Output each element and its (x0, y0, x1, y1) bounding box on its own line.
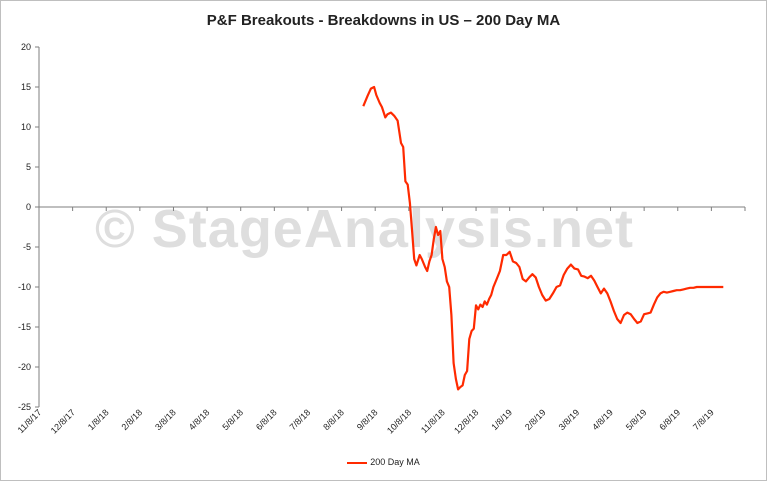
x-tick-label: 3/8/19 (557, 407, 582, 432)
y-tick-label: 15 (21, 82, 31, 92)
x-tick-label: 12/8/18 (452, 407, 480, 435)
x-tick-label: 1/8/19 (489, 407, 514, 432)
series-layer (362, 85, 724, 391)
x-tick-label: 7/8/18 (288, 407, 313, 432)
legend: 200 Day MA (0, 457, 767, 467)
x-tick-label: 10/8/18 (385, 407, 413, 435)
legend-swatch (347, 461, 368, 464)
x-tick-label: 6/8/18 (254, 407, 279, 432)
y-tick-label: -15 (18, 322, 31, 332)
x-tick-label: 2/8/18 (120, 407, 145, 432)
y-tick-label: -25 (18, 402, 31, 412)
x-tick-label: 2/8/19 (523, 407, 548, 432)
x-tick-label: 4/8/19 (590, 407, 615, 432)
x-tick-label: 12/8/17 (49, 407, 77, 435)
x-tick-label: 9/8/18 (355, 407, 380, 432)
legend-label: 200 Day MA (370, 457, 420, 467)
y-tick-label: 10 (21, 122, 31, 132)
x-tick-label: 7/8/19 (691, 407, 716, 432)
x-tick-label: 1/8/18 (86, 407, 111, 432)
x-tick-label: 5/8/19 (624, 407, 649, 432)
series-line-200-day-ma (362, 85, 724, 391)
x-tick-label: 5/8/18 (220, 407, 245, 432)
x-tick-label: 8/8/18 (321, 407, 346, 432)
y-axis-ticks: 20 15 10 5 0 -5 -10 -15 -20 -25 (18, 42, 39, 412)
x-tick-label: 11/8/18 (419, 407, 447, 435)
y-tick-label: -5 (23, 242, 31, 252)
x-tick-label: 3/8/18 (153, 407, 178, 432)
y-tick-label: 0 (26, 202, 31, 212)
y-tick-label: 5 (26, 162, 31, 172)
y-tick-label: -20 (18, 362, 31, 372)
axes (38, 47, 745, 407)
y-tick-label: -10 (18, 282, 31, 292)
x-tick-label: 4/8/18 (187, 407, 212, 432)
chart-title: P&F Breakouts - Breakdowns in US – 200 D… (206, 12, 561, 29)
x-tick-label: 6/8/19 (657, 407, 682, 432)
y-tick-label: 20 (21, 42, 31, 52)
